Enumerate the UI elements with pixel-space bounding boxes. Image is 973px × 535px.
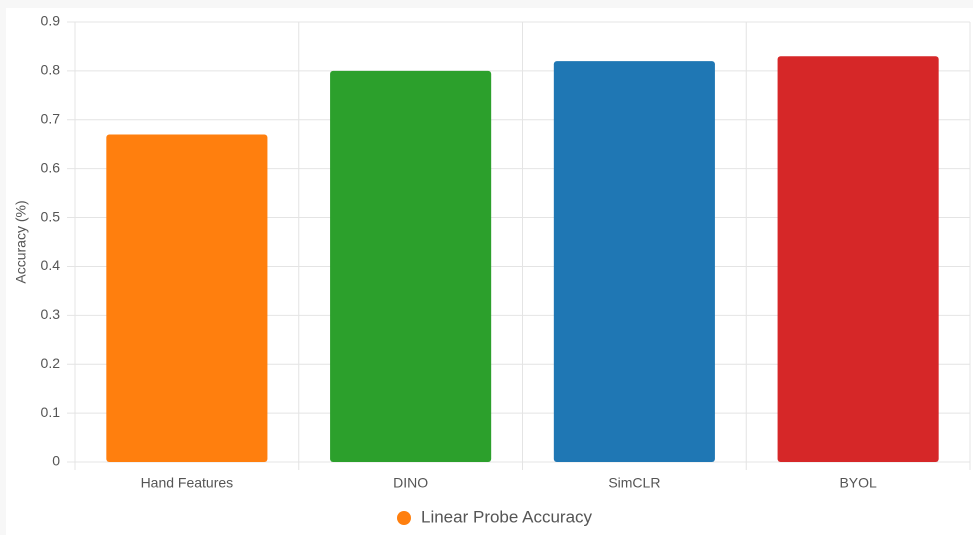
bar	[777, 56, 939, 462]
bar	[330, 70, 492, 462]
x-tick-label: BYOL	[839, 475, 877, 491]
legend-marker	[397, 511, 411, 525]
x-tick-label: Hand Features	[141, 475, 234, 491]
bar	[106, 134, 268, 462]
y-axis-title: Accuracy (%)	[13, 200, 29, 283]
y-tick-label: 0	[52, 453, 60, 469]
y-tick-label: 0.9	[41, 13, 61, 29]
y-tick-label: 0.2	[41, 355, 61, 371]
bar	[553, 61, 715, 462]
x-tick-label: SimCLR	[608, 475, 660, 491]
legend-label: Linear Probe Accuracy	[421, 507, 593, 526]
y-tick-label: 0.6	[41, 159, 61, 175]
y-tick-label: 0.5	[41, 208, 61, 224]
y-tick-label: 0.3	[41, 306, 61, 322]
y-tick-label: 0.8	[41, 62, 61, 78]
y-tick-label: 0.4	[41, 257, 61, 273]
x-tick-label: DINO	[393, 475, 428, 491]
y-tick-label: 0.7	[41, 110, 61, 126]
y-tick-label: 0.1	[41, 404, 61, 420]
